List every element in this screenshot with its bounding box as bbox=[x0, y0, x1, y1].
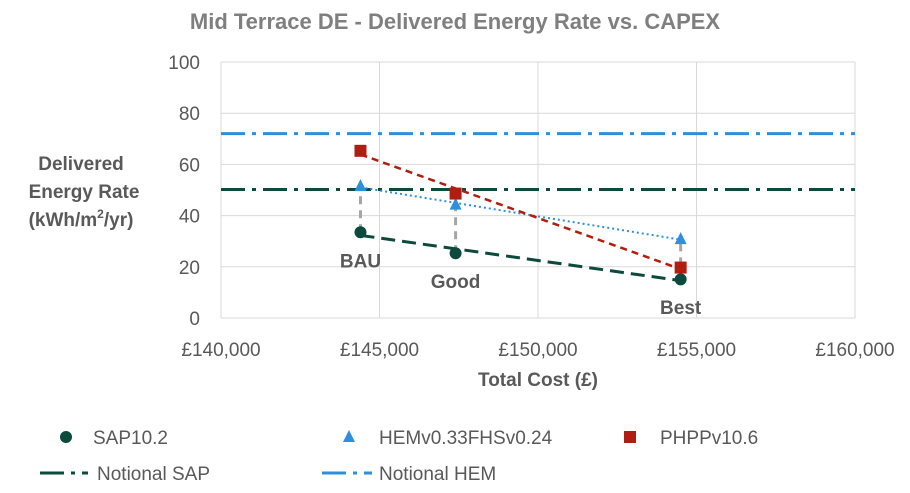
legend-marker-hemv0-33fhsv0-24 bbox=[343, 430, 355, 442]
phppv10-6-trendline bbox=[360, 153, 682, 271]
y-axis-title-line-1: Delivered bbox=[38, 154, 124, 175]
y-axis-title-unit-end: /yr) bbox=[104, 210, 134, 231]
x-tick-labels: £140,000 £145,000 £150,000 £155,000 £160,000 bbox=[181, 340, 894, 361]
x-axis-title: Total Cost (£) bbox=[478, 370, 598, 391]
x-tick-label: £145,000 bbox=[340, 340, 419, 361]
point-annotations: BAU Good Best bbox=[340, 252, 702, 319]
annotation-label: Good bbox=[431, 272, 481, 293]
reference-lines bbox=[221, 132, 855, 191]
annotation-label: BAU bbox=[340, 252, 381, 273]
x-tick-label: £155,000 bbox=[657, 340, 736, 361]
legend-marker-phppv10-6 bbox=[624, 431, 636, 443]
y-tick-label: 100 bbox=[168, 53, 200, 74]
sap10-2-point bbox=[674, 273, 687, 286]
hemv0-33fhsv0-24-trendline bbox=[360, 186, 681, 241]
y-axis-title-unit: (kWh/m bbox=[29, 210, 98, 231]
hemv0-33fhsv0-24-point bbox=[354, 179, 367, 192]
trendlines bbox=[360, 153, 682, 283]
y-tick-label: 60 bbox=[179, 155, 200, 176]
y-tick-label: 20 bbox=[179, 258, 200, 279]
gridlines bbox=[220, 61, 856, 319]
x-tick-label: £140,000 bbox=[181, 340, 260, 361]
legend-label: PHPPv10.6 bbox=[660, 428, 758, 449]
hemv0-33fhsv0-24-point bbox=[674, 232, 687, 245]
y-axis-title-superscript: 2 bbox=[97, 207, 104, 221]
y-axis-title-line-3: (kWh/m2/yr) bbox=[29, 207, 134, 231]
x-tick-label: £160,000 bbox=[815, 340, 894, 361]
sap10-2-point bbox=[449, 247, 462, 260]
annotation-label: Best bbox=[660, 298, 702, 319]
legend-label: Notional SAP bbox=[97, 464, 210, 485]
legend-label: Notional HEM bbox=[379, 464, 496, 485]
phppv10-6-point bbox=[674, 261, 687, 274]
x-tick-label: £150,000 bbox=[498, 340, 577, 361]
y-axis-title-line-2: Energy Rate bbox=[29, 182, 140, 203]
sap10-2-trendline bbox=[360, 233, 681, 283]
legend-label: SAP10.2 bbox=[93, 428, 168, 449]
legend-label: HEMv0.33FHSv0.24 bbox=[379, 428, 553, 449]
y-tick-label: 0 bbox=[189, 309, 200, 330]
chart-title: Mid Terrace DE - Delivered Energy Rate v… bbox=[190, 9, 721, 34]
y-tick-label: 40 bbox=[179, 207, 200, 228]
y-tick-label: 80 bbox=[179, 104, 200, 125]
legend: SAP10.2 HEMv0.33FHSv0.24 PHPPv10.6 Notional… bbox=[40, 428, 758, 485]
y-tick-labels: 0 20 40 60 80 100 bbox=[168, 53, 200, 330]
legend-marker-sap10-2 bbox=[60, 431, 72, 443]
sap10-2-point bbox=[354, 226, 367, 239]
hemv0-33fhsv0-24-point bbox=[449, 197, 462, 210]
data-markers bbox=[354, 144, 687, 286]
phppv10-6-point bbox=[449, 187, 462, 200]
y-axis-title: Delivered Energy Rate (kWh/m2/yr) bbox=[29, 154, 140, 231]
phppv10-6-point bbox=[354, 144, 367, 157]
